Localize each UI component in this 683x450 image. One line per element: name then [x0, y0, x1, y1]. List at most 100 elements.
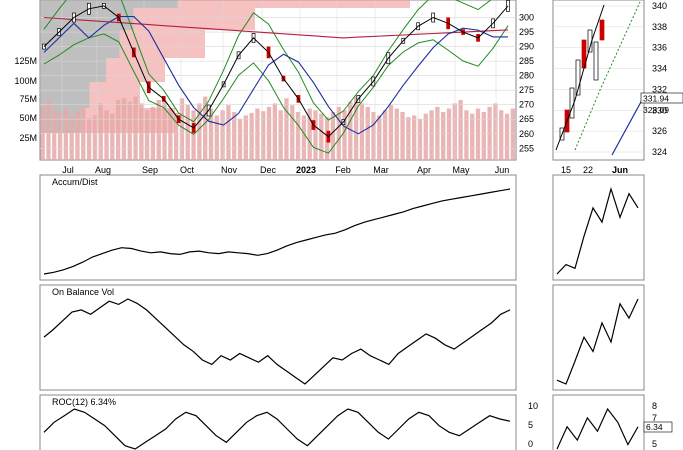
- volume-bar: [470, 113, 475, 160]
- volume-bar: [185, 105, 190, 160]
- volume-bar: [220, 110, 225, 160]
- volume-bar: [475, 108, 481, 160]
- roc-axis-tick: 0: [528, 439, 533, 449]
- roc-zoom-axis-tick: 7: [652, 413, 657, 423]
- zoom-price-tick: 330: [652, 105, 667, 115]
- volume-bar: [272, 103, 277, 160]
- vbp-bar-up: [40, 0, 178, 8]
- zoom-x-label: 22: [583, 165, 593, 175]
- price-axis-tick: 265: [519, 114, 534, 124]
- obv-line: [43, 298, 511, 385]
- price-axis-tick: 275: [519, 85, 534, 95]
- volume-bar: [40, 106, 45, 160]
- volume-bar: [510, 108, 515, 160]
- month-label: Feb: [335, 165, 351, 175]
- roc-axis-tick: 10: [528, 401, 538, 411]
- month-label: May: [452, 165, 470, 175]
- volume-bar: [121, 98, 127, 160]
- price-axis-tick: 280: [519, 71, 534, 81]
- bollinger-lower-line: [43, 25, 509, 154]
- ma50-line: [43, 16, 508, 135]
- volume-bar: [412, 115, 417, 160]
- volume-bar: [464, 110, 469, 160]
- volume-bar: [52, 110, 57, 160]
- volume-bar: [110, 113, 115, 160]
- accum-dist-title: Accum/Dist: [52, 177, 98, 187]
- volume-bar: [417, 118, 423, 160]
- volume-bar: [261, 111, 266, 160]
- volume-bar: [249, 112, 254, 160]
- volume-bar: [382, 110, 388, 160]
- zoom-candle: [593, 41, 599, 81]
- zoom-price-tick: 334: [652, 64, 667, 74]
- volume-bar: [487, 106, 492, 160]
- price-axis-tick: 300: [519, 13, 534, 23]
- price-axis-tick: 290: [519, 42, 534, 52]
- volume-axis-tick: 100M: [14, 76, 37, 86]
- volume-bar: [232, 112, 237, 160]
- volume-bar: [168, 108, 173, 160]
- zoom-candle: [599, 19, 605, 41]
- month-label: Jul: [62, 165, 74, 175]
- volume-bar: [377, 115, 382, 160]
- volume-bar: [127, 101, 132, 160]
- month-label: Apr: [417, 165, 431, 175]
- volume-bar: [290, 105, 295, 160]
- volume-bar: [191, 110, 196, 160]
- month-label: Aug: [95, 165, 111, 175]
- vbp-bar-down: [106, 58, 165, 82]
- volume-bar: [208, 108, 214, 160]
- volume-bar: [237, 118, 243, 160]
- volume-bar: [46, 100, 51, 160]
- volume-bar: [266, 106, 272, 160]
- roc-title: ROC(12) 6.34%: [52, 397, 116, 407]
- volume-axis-tick: 25M: [19, 133, 37, 143]
- volume-axis-tick: 125M: [14, 56, 37, 66]
- month-label: Oct: [180, 165, 195, 175]
- volume-bar: [319, 113, 324, 160]
- vbp-bar-down: [133, 8, 255, 30]
- price-line: [43, 5, 509, 138]
- volume-bar: [441, 112, 446, 160]
- volume-bar: [435, 106, 440, 160]
- zoom-price-tick: 336: [652, 43, 667, 53]
- price-grid: [40, 0, 516, 160]
- price-axis-tick: 260: [519, 129, 534, 139]
- roc-zoom-axis-tick: 8: [652, 401, 657, 411]
- volume-bar: [174, 112, 179, 160]
- zoom-price-tick: 338: [652, 22, 667, 32]
- volume-bar: [203, 96, 208, 160]
- volume-bar: [243, 115, 248, 160]
- obv-zoom-frame: [552, 284, 645, 391]
- bollinger-upper-line: [43, 0, 492, 123]
- zoom-price-line: [555, 4, 605, 151]
- price-series: [42, 0, 510, 154]
- zoom-x-label: Jun: [612, 165, 628, 175]
- volume-bar: [371, 112, 376, 160]
- axis-labels: 300295290285280275270265260255125M100M75…: [14, 1, 667, 449]
- accum-dist-line: [43, 188, 511, 275]
- volume-bar: [353, 96, 359, 160]
- zoom-price-tick: 332: [652, 84, 667, 94]
- volume-bar: [481, 112, 486, 160]
- month-label: Nov: [221, 165, 238, 175]
- price-axis-tick: 255: [519, 143, 534, 153]
- zoom-ma-line: [611, 99, 643, 156]
- volume-bar: [458, 100, 463, 160]
- accum-dist-panel-frame: [39, 174, 517, 281]
- zoom-candle: [575, 59, 581, 96]
- vbp-bar-up: [40, 58, 106, 82]
- zoom-x-label: 15: [561, 165, 571, 175]
- volume-bar: [156, 100, 161, 160]
- volume-bar: [504, 113, 510, 160]
- roc-zoom-value-box: [643, 421, 673, 433]
- roc-axis-tick: 5: [528, 420, 533, 430]
- volume-bar: [394, 108, 399, 160]
- volume-bar: [493, 103, 498, 160]
- volume-bar: [98, 103, 103, 160]
- zoom-price-tick: 326: [652, 126, 667, 136]
- volume-bar: [278, 110, 283, 160]
- volume-bar: [92, 115, 98, 160]
- volume-bar: [400, 112, 405, 160]
- roc-zoom-axis-tick: 5: [652, 439, 657, 449]
